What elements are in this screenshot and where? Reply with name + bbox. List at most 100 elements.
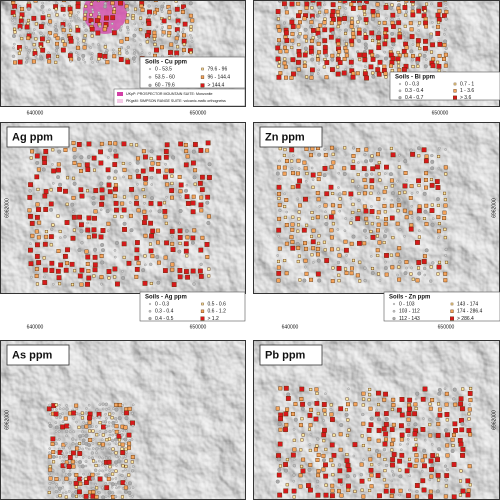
sample-point	[56, 54, 60, 58]
sample-point	[345, 397, 349, 401]
legend-label: 0.4 - 0.5	[155, 316, 174, 322]
sample-point	[54, 477, 59, 481]
sample-point	[289, 75, 294, 80]
sample-point	[368, 393, 372, 397]
sample-point	[174, 50, 180, 56]
sample-point	[174, 0, 178, 3]
sample-point	[467, 407, 472, 412]
sample-point	[100, 260, 105, 265]
sample-point	[430, 2, 433, 6]
sample-point	[86, 155, 91, 159]
sample-point	[297, 210, 301, 214]
sample-point	[296, 158, 301, 163]
sample-point	[302, 63, 307, 68]
sample-point	[331, 192, 335, 196]
sample-point	[296, 52, 302, 58]
sample-point	[444, 473, 450, 478]
sample-point	[315, 13, 320, 18]
sample-point	[75, 455, 78, 459]
sample-point	[429, 467, 434, 472]
sample-point	[94, 468, 98, 472]
sample-point	[404, 260, 409, 265]
sample-point	[331, 160, 336, 165]
sample-point	[384, 437, 388, 442]
sample-point	[108, 469, 111, 472]
sample-point	[126, 13, 130, 17]
sample-point	[409, 223, 414, 228]
sample-point	[300, 468, 306, 474]
sample-point	[323, 492, 329, 498]
sample-point	[143, 195, 147, 199]
sample-point	[350, 16, 354, 20]
sample-point	[416, 208, 422, 214]
sample-point	[417, 271, 422, 276]
sample-point	[36, 187, 40, 191]
sample-point	[343, 39, 346, 43]
sample-point	[344, 458, 350, 464]
sample-point	[150, 228, 156, 234]
sample-point	[94, 482, 97, 486]
sample-point	[168, 13, 171, 17]
sample-point	[189, 25, 193, 29]
sample-point	[68, 430, 72, 433]
sample-point	[316, 27, 321, 32]
sample-point	[111, 420, 116, 425]
sample-point	[310, 57, 315, 62]
title-box	[259, 126, 323, 148]
sample-point	[324, 215, 328, 219]
sample-point	[99, 201, 105, 207]
sample-point	[318, 23, 323, 28]
sample-point	[459, 427, 465, 433]
sample-point	[125, 49, 128, 52]
sample-point	[149, 149, 154, 154]
sample-point	[93, 247, 98, 252]
sample-point	[148, 220, 154, 226]
sample-point	[364, 216, 369, 221]
sample-point	[61, 459, 64, 463]
sample-point	[444, 247, 448, 252]
sample-point	[391, 422, 396, 427]
sample-point	[350, 64, 354, 68]
sample-point	[316, 258, 321, 263]
sample-point	[316, 57, 321, 62]
sample-point	[150, 196, 154, 201]
sample-point	[143, 254, 147, 258]
sample-point	[375, 164, 380, 170]
sample-point	[164, 168, 169, 173]
sample-point	[329, 235, 334, 240]
sample-point	[346, 488, 351, 492]
sample-point	[176, 45, 180, 49]
sample-point	[429, 279, 433, 283]
legend-label: 79.6 - 96	[208, 66, 228, 72]
sample-point	[430, 153, 434, 158]
sample-point	[87, 443, 92, 447]
sample-point	[424, 58, 428, 61]
sample-point	[349, 2, 354, 7]
sample-point	[28, 189, 32, 193]
sample-point	[303, 241, 307, 246]
sample-point	[277, 64, 281, 68]
sample-point	[160, 10, 164, 13]
sample-point	[87, 415, 92, 421]
sample-point	[349, 221, 353, 225]
sample-point	[134, 267, 140, 272]
sample-point	[443, 39, 448, 44]
sample-point	[92, 267, 98, 273]
sample-point	[75, 25, 79, 29]
sample-point	[365, 221, 369, 225]
sample-point	[143, 202, 146, 205]
sample-point	[136, 183, 139, 186]
sample-point	[407, 397, 413, 403]
sample-point	[396, 273, 399, 277]
sample-point	[332, 433, 336, 437]
legend-box	[389, 71, 500, 101]
sample-point	[104, 473, 109, 478]
sample-point	[351, 28, 355, 32]
map-frame	[0, 340, 246, 500]
sample-point	[351, 234, 356, 239]
sample-point	[108, 456, 112, 460]
sample-point	[101, 248, 105, 253]
sample-point	[110, 416, 114, 420]
sample-point	[324, 75, 329, 80]
sample-point	[311, 261, 315, 264]
